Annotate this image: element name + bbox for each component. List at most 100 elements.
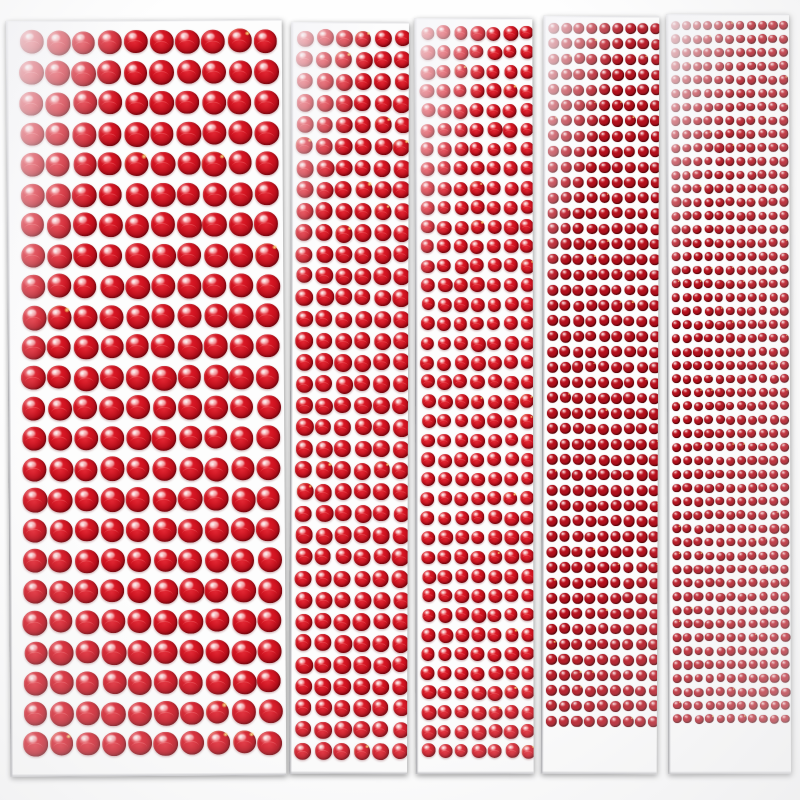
gem-stone — [559, 331, 572, 343]
gem-stone — [746, 34, 756, 44]
gem-gold-glint — [479, 182, 484, 186]
gem-stone — [726, 306, 735, 316]
gem-stone — [571, 577, 584, 589]
gem-stone — [682, 388, 692, 398]
gem-stone — [334, 180, 353, 199]
gem-stone — [420, 200, 435, 215]
gem-stone — [297, 30, 314, 47]
gem-stone — [453, 277, 468, 293]
gem-stone — [22, 610, 48, 636]
gem-stone — [335, 376, 353, 394]
gem-stone — [178, 548, 203, 573]
gem-stone — [100, 518, 125, 543]
gem-stone — [572, 408, 584, 420]
gem-stone — [716, 605, 725, 615]
gem-stone — [152, 488, 177, 513]
gem-stone — [612, 84, 624, 97]
gem-stone — [726, 333, 736, 343]
gem-stone — [693, 619, 704, 629]
gem-stone — [597, 546, 609, 558]
gem-gold-glint — [776, 511, 779, 514]
gem-stone — [747, 333, 757, 344]
gem-stone — [392, 396, 409, 414]
gem-stone — [610, 531, 621, 543]
gem-stone — [624, 38, 637, 50]
gem-stone — [736, 211, 746, 221]
gem-gold-glint — [732, 144, 735, 146]
gem-stone — [546, 653, 558, 665]
gem-stone — [725, 129, 735, 139]
gem-stone — [127, 640, 153, 666]
gem-stone — [682, 469, 693, 479]
gem-stone — [436, 25, 450, 39]
sheet-left-edge — [414, 18, 419, 775]
gem-stone — [572, 453, 584, 465]
gem-stone — [725, 252, 735, 262]
gem-stone — [316, 73, 334, 90]
gem-stone — [599, 115, 610, 127]
gem-stone — [704, 564, 714, 574]
gem-stone — [470, 200, 485, 214]
gem-gold-glint — [567, 393, 570, 396]
gem-stone — [623, 500, 635, 512]
gem-stone — [421, 259, 435, 274]
gem-stone — [623, 607, 634, 619]
gem-stone — [314, 656, 332, 674]
gem-stone — [648, 577, 660, 589]
gem-stone — [573, 38, 585, 50]
sheet-5-smallest — [666, 13, 791, 775]
gem-stone — [768, 129, 778, 139]
gem-stone — [394, 116, 409, 134]
gem-stone — [683, 415, 692, 424]
gem-stone — [316, 116, 333, 133]
gem-stone — [175, 90, 200, 115]
gem-stone — [597, 484, 609, 496]
gem-stone — [737, 456, 747, 466]
gem-stone — [438, 530, 453, 545]
gem-stone — [598, 207, 610, 219]
gem-stone — [503, 278, 518, 293]
gem-stone — [546, 500, 558, 512]
gem-stone — [487, 686, 503, 701]
gem-stone — [572, 253, 584, 265]
gem-stone — [560, 285, 572, 296]
gem-stone — [255, 333, 280, 358]
gem-stone — [353, 374, 370, 392]
gem-stone — [716, 701, 725, 711]
gem-stone — [100, 426, 125, 450]
gem-stone — [624, 53, 636, 65]
gem-stone — [504, 201, 519, 216]
gem-stone — [153, 670, 178, 695]
gem-stone — [748, 496, 758, 507]
gem-stone — [737, 578, 747, 588]
gem-stone — [23, 671, 48, 696]
gem-stone — [486, 160, 501, 175]
gem-stone — [623, 423, 635, 435]
gem-gold-glint — [480, 221, 484, 224]
gem-stone — [725, 469, 736, 479]
gem-stone — [682, 306, 692, 316]
gem-stone — [22, 548, 47, 573]
gem-stone — [47, 305, 72, 330]
gem-stone — [231, 577, 256, 603]
gem-stone — [572, 438, 584, 451]
gem-stone — [372, 439, 390, 458]
gem-stone — [45, 152, 70, 177]
gem-stone — [703, 292, 714, 303]
gem-stone — [520, 200, 534, 215]
gem-stone — [737, 429, 747, 439]
gem-stone — [353, 549, 371, 567]
gem-stone — [315, 591, 333, 610]
gem-stone — [521, 336, 534, 350]
gem-stone — [598, 469, 610, 481]
gem-stone — [228, 243, 254, 268]
gem-stone — [726, 442, 735, 452]
gem-gold-glint — [743, 443, 745, 445]
gem-stone — [421, 452, 436, 467]
gem-stone — [736, 510, 746, 520]
gem-stone — [758, 428, 768, 439]
gem-stone — [769, 456, 779, 466]
gem-stone — [559, 315, 571, 327]
gem-stone — [22, 457, 47, 482]
gem-stone — [623, 623, 635, 636]
